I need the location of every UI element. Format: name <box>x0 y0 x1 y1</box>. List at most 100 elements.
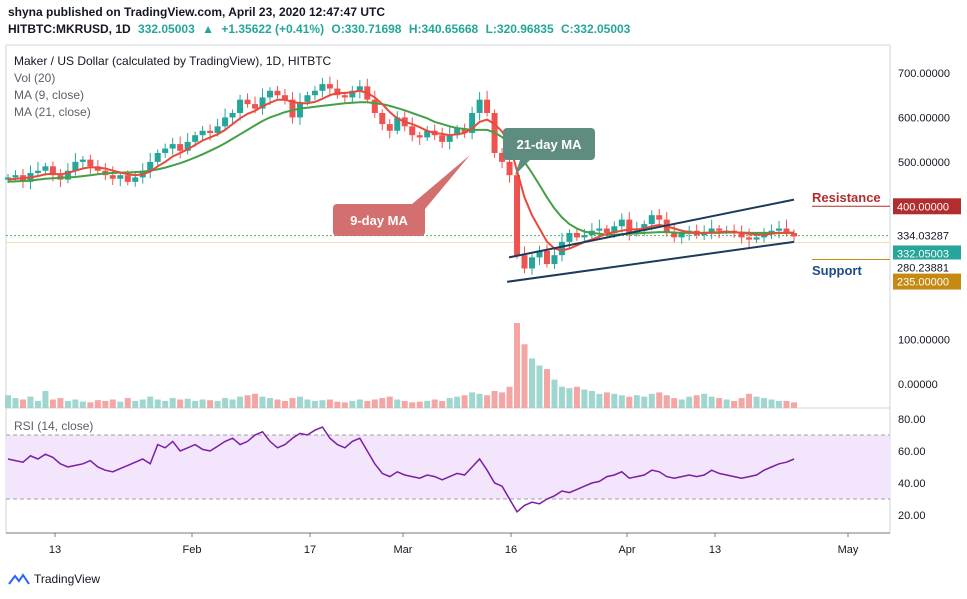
candle-body <box>379 112 386 125</box>
candle-body <box>394 117 401 131</box>
volume-bar <box>34 400 41 408</box>
volume-bar <box>109 399 116 408</box>
volume-bar <box>57 398 64 408</box>
candle-body <box>326 84 333 89</box>
volume-bar <box>566 388 573 408</box>
low-value: L:320.96835 <box>485 22 554 36</box>
candle-body <box>521 255 528 269</box>
candle-body <box>154 152 161 162</box>
candle-body <box>738 232 745 238</box>
volume-bar <box>371 399 378 408</box>
volume-bar <box>446 398 453 408</box>
volume-bar <box>192 400 199 408</box>
candle-body <box>499 152 506 162</box>
candle-body <box>791 232 797 237</box>
candle-body <box>177 144 184 151</box>
volume-bar <box>678 399 685 408</box>
price-tick: 100.00000 <box>898 335 950 347</box>
open-value: O:330.71698 <box>331 22 402 36</box>
candle-body <box>581 235 588 238</box>
rsi-tick: 20.00 <box>898 510 926 522</box>
price-tick: 500.00000 <box>898 157 950 169</box>
rsi-tick: 80.00 <box>898 414 926 426</box>
brand-text: TradingView <box>34 572 101 586</box>
candle-body <box>746 237 753 240</box>
volume-bar <box>499 392 506 408</box>
volume-bar <box>139 399 146 408</box>
support-label: Support <box>812 263 862 278</box>
candle-body <box>416 135 423 138</box>
volume-bar <box>289 398 296 408</box>
ohlc-line: HITBTC:MKRUSD, 1D 332.05003 ▲ +1.35622 (… <box>8 22 634 36</box>
candle-body <box>296 101 303 118</box>
price-tick: 600.00000 <box>898 112 950 124</box>
candle-body <box>341 95 348 98</box>
ma9-callout-pointer <box>405 155 470 215</box>
candle-body <box>641 224 648 231</box>
candle-body <box>222 117 229 127</box>
time-tick: Apr <box>618 544 635 556</box>
candle-body <box>229 112 236 118</box>
volume-bar <box>356 399 363 408</box>
low-price-tag-bg <box>893 259 961 276</box>
volume-bar <box>716 398 723 408</box>
volume-bar <box>521 344 528 408</box>
price-tick: 700.00000 <box>898 68 950 80</box>
ma9-callout-box <box>333 204 425 236</box>
candle-body <box>184 141 191 151</box>
time-tick: 17 <box>304 544 316 556</box>
volume-bar <box>573 386 580 408</box>
volume-bar <box>79 401 86 408</box>
price-change: +1.35622 (+0.41%) <box>221 22 325 36</box>
volume-bar <box>296 396 303 408</box>
volume-bar <box>244 395 251 408</box>
candle-body <box>267 90 273 98</box>
volume-bar <box>746 393 753 408</box>
volume-bar <box>72 399 79 408</box>
candle-body <box>124 175 131 182</box>
candle-body <box>618 219 625 227</box>
resistance-label: Resistance <box>812 190 881 205</box>
candle-body <box>169 144 176 149</box>
volume-bar <box>431 399 438 408</box>
last-price-tag-bg <box>893 245 961 262</box>
candle-body <box>514 175 521 256</box>
volume-bar <box>169 398 176 408</box>
volume-bar <box>723 399 730 408</box>
volume-bar <box>94 400 101 408</box>
volume-bar <box>222 398 229 408</box>
main-pane-frame <box>5 44 891 409</box>
time-tick: Feb <box>183 544 202 556</box>
candle-body <box>87 159 94 167</box>
price-tick: 0.00000 <box>898 379 938 391</box>
candle-body <box>42 166 49 171</box>
support-price-tag: 235.00000 <box>897 277 949 289</box>
candle-body <box>349 90 356 98</box>
high-price-tag: 334.03287 <box>897 231 949 243</box>
volume-bar <box>626 396 633 408</box>
volume-bar <box>394 399 401 408</box>
ma21-legend: MA (21, close) <box>14 105 91 119</box>
tradingview-brand[interactable]: TradingView <box>8 572 100 586</box>
candle-body <box>64 170 71 180</box>
candle-body <box>214 126 221 133</box>
publish-line: shyna published on TradingView.com, Apri… <box>8 5 386 19</box>
candle-body <box>573 232 580 238</box>
candle-body <box>439 135 446 142</box>
candle-body <box>558 241 565 256</box>
volume-bar <box>42 391 49 408</box>
volume-bar <box>311 400 318 408</box>
candle-body <box>132 177 139 182</box>
volume-bar <box>768 399 775 408</box>
candle-body <box>34 170 41 173</box>
support-price-tag-bg <box>893 273 961 290</box>
volume-bar <box>596 393 603 408</box>
candle-body <box>424 130 431 138</box>
channel-upper-line <box>508 198 795 259</box>
candle-body <box>386 124 393 131</box>
volume-bar <box>304 399 311 408</box>
chart-title: Maker / US Dollar (calculated by Trading… <box>14 54 332 68</box>
volume-bar <box>529 358 535 408</box>
channel-lower-line <box>506 240 795 283</box>
